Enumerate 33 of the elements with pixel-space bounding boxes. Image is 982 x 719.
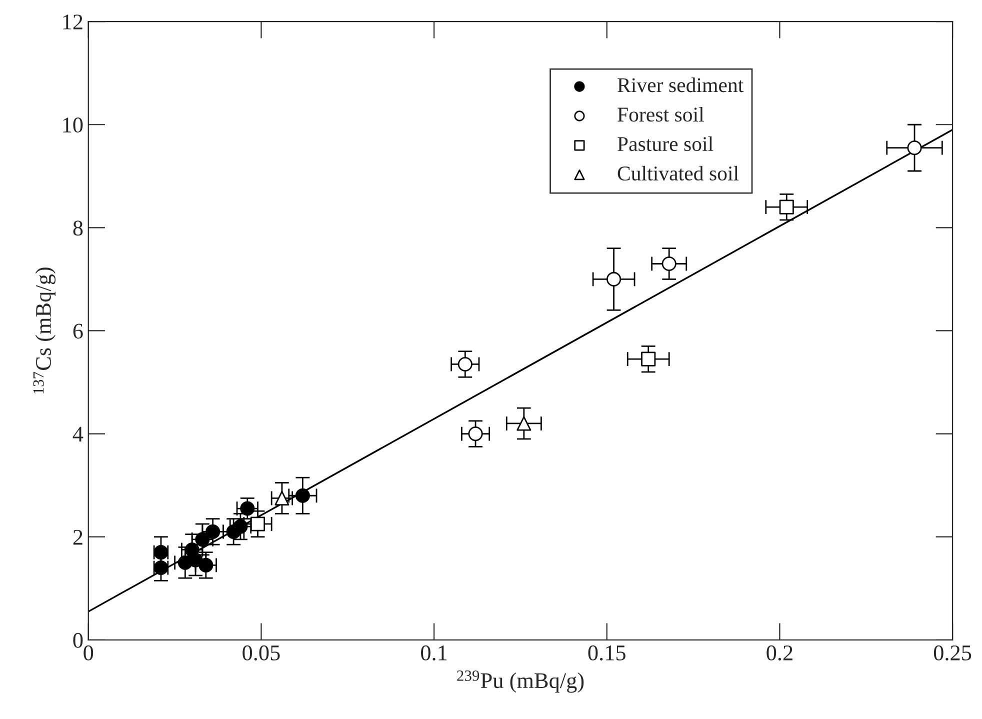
point — [240, 501, 255, 516]
x-tick-label: 0.25 — [934, 645, 972, 661]
x-tick-label: 0 — [84, 645, 94, 660]
legend-label: Forest soil — [618, 106, 704, 122]
y-tick-label: 6 — [73, 324, 83, 339]
x-tick-label: 0.2 — [766, 645, 792, 661]
point — [779, 200, 794, 214]
y-tick-label: 0 — [73, 632, 83, 648]
point — [198, 558, 214, 572]
point — [516, 416, 532, 431]
point — [295, 488, 310, 503]
point — [458, 356, 472, 372]
y-tick-label: 4 — [72, 426, 84, 442]
point — [641, 352, 656, 366]
point — [907, 140, 922, 156]
point — [606, 272, 622, 286]
point — [662, 256, 676, 272]
legend-label: River sediment — [618, 78, 744, 92]
x-tick-label: 0.15 — [588, 645, 626, 661]
y-tick-label: 8 — [73, 220, 83, 236]
x-axis-title: $^{239}$Pu (mBq/g) — [457, 670, 584, 693]
y-tick-label: 10 — [63, 118, 83, 133]
x-tick-label: 0.1 — [421, 645, 447, 661]
point — [206, 524, 220, 539]
y-tick-label: 12 — [63, 14, 82, 30]
y-tick-label: 2 — [73, 530, 82, 545]
point — [468, 426, 483, 442]
point — [274, 490, 290, 506]
legend-label: Cultivated soil — [618, 166, 739, 181]
y-axis-title: $^{137}$Cs (mBq/g) — [33, 268, 56, 394]
point — [195, 532, 210, 547]
legend-label: Pasture soil — [618, 136, 714, 152]
x-tick-label: 0.05 — [242, 645, 280, 661]
